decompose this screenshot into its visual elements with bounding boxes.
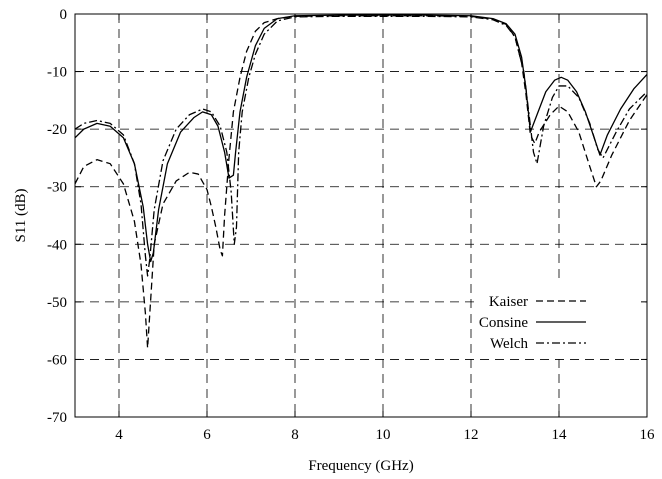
plot-area xyxy=(74,14,648,349)
legend-box xyxy=(480,283,640,353)
x-tick-label: 14 xyxy=(552,427,568,443)
y-axis-title: S11 (dB) xyxy=(13,188,29,242)
x-tick-label: 12 xyxy=(464,427,479,443)
axis-ticks: 4 6 8 10 12 14 16 0 -10 -20 -30 -40 -50 -60 -70 xyxy=(47,7,655,443)
series-line-kaiser xyxy=(74,15,648,349)
y-tick-label: -40 xyxy=(47,237,67,253)
y-tick-label: -70 xyxy=(47,410,67,426)
plot-frame xyxy=(74,13,648,418)
y-tick-label: -10 xyxy=(47,65,67,81)
legend-label-welch: Welch xyxy=(490,336,528,352)
y-tick-label: -60 xyxy=(47,352,67,368)
y-tick-label: 0 xyxy=(60,7,68,23)
x-tick-label: 4 xyxy=(115,427,123,443)
x-tick-label: 10 xyxy=(376,427,391,443)
y-tick-label: -50 xyxy=(47,295,67,311)
grid xyxy=(75,14,647,417)
legend: Kaiser Consine Welch xyxy=(479,283,640,353)
series-line-welch xyxy=(74,15,648,277)
y-tick-label: -20 xyxy=(47,122,67,138)
x-tick-label: 16 xyxy=(640,427,656,443)
x-axis-title: Frequency (GHz) xyxy=(308,458,413,474)
legend-label-kaiser: Kaiser xyxy=(489,294,528,310)
x-tick-label: 6 xyxy=(203,427,211,443)
y-tick-label: -30 xyxy=(47,180,67,196)
series-line-consine xyxy=(74,14,648,263)
legend-label-consine: Consine xyxy=(479,315,529,331)
x-tick-label: 8 xyxy=(291,427,299,443)
